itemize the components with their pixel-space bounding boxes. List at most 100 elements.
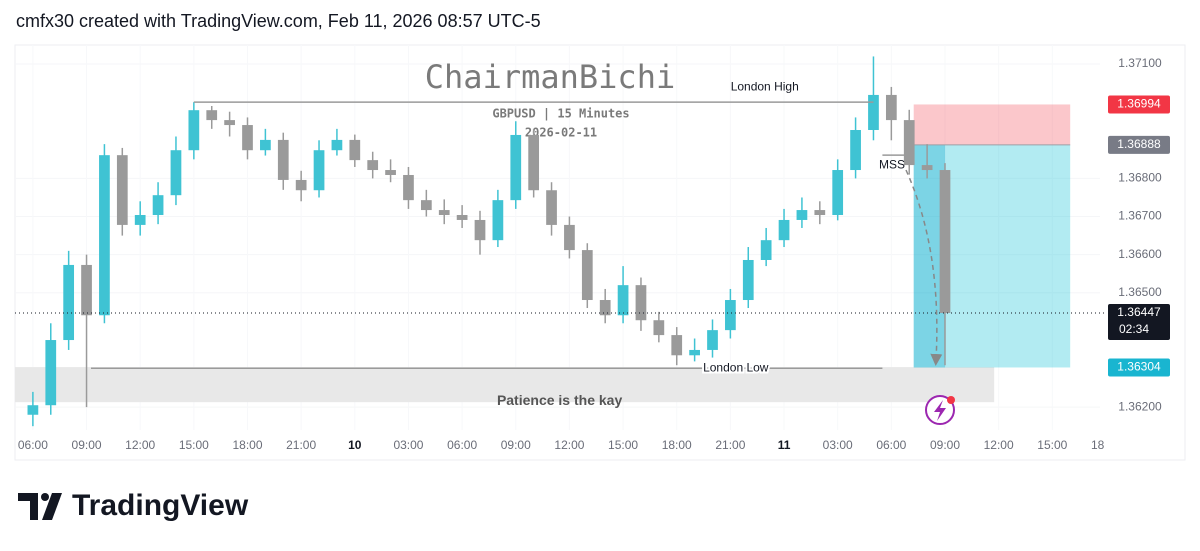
candle-body (707, 330, 718, 350)
candle-body (778, 219, 790, 241)
x-tick-label: 09:00 (72, 438, 102, 452)
current-price-bg (1108, 303, 1170, 340)
x-tick-label: 18:00 (1091, 438, 1121, 452)
y-tick-label: 1.36700 (1118, 209, 1162, 223)
axes: 1.37100 1.36800 1.36700 1.36600 1.36500 1.362… (18, 56, 1170, 452)
candle-body (260, 139, 271, 151)
candle-body (116, 155, 128, 225)
stop-zone (913, 104, 1071, 145)
projection-arrow (905, 169, 943, 366)
alert-icon (925, 395, 955, 425)
candle-body (921, 165, 933, 171)
plot-front: Patience is the kay London High London Low… (15, 79, 1105, 408)
candle-body (385, 170, 396, 175)
candle-body (99, 155, 110, 316)
zone (15, 367, 995, 403)
candle-body (331, 139, 343, 151)
candle-body (617, 285, 629, 316)
level-label: MSS (879, 157, 905, 171)
watermark-symbol: GBPUSD | 15 Minutes (492, 107, 629, 121)
target-price-label-bg (1108, 358, 1170, 377)
x-tick-label: 03:00 (393, 438, 423, 452)
x-tick-label: 12:00 (554, 438, 584, 452)
x-tick-label: 15:00 (179, 438, 209, 452)
x-tick-label: 15:00 (608, 438, 638, 452)
candle-body (742, 259, 754, 301)
y-tick-label: 1.37100 (1118, 56, 1162, 70)
y-tick-label: 1.36800 (1118, 171, 1162, 185)
candle-body (134, 215, 146, 225)
candle-body (420, 200, 432, 211)
candle-body (564, 224, 575, 251)
candle-body (438, 210, 450, 216)
header-text: cmfx30 created with TradingView.com, Feb… (16, 11, 541, 31)
x-tick-label: 06:00 (18, 438, 48, 452)
candle-body (653, 320, 665, 336)
candle-body (885, 94, 897, 121)
countdown-label: 02:34 (1119, 322, 1149, 336)
candle-body (689, 349, 700, 356)
candle-body (456, 215, 468, 220)
candle-body (295, 179, 307, 191)
candle-body (403, 174, 414, 201)
candle-body (170, 150, 182, 196)
entry-price-label: 1.36888 (1117, 137, 1161, 151)
level-label: London High (731, 79, 799, 93)
stop-price-label: 1.36994 (1117, 97, 1161, 111)
candles (27, 56, 951, 427)
level-label: London Low (703, 360, 769, 374)
candle-body (671, 335, 683, 356)
watermark-date: 2026-02-11 (525, 126, 597, 140)
candle-body (510, 134, 522, 201)
candle-body (939, 170, 951, 313)
candle-body (760, 240, 772, 260)
candle-body (635, 285, 647, 321)
candle-body (224, 120, 235, 126)
zone-label: Patience is the kay (497, 392, 623, 408)
candle-body (188, 110, 200, 151)
x-tick-label: 12:00 (125, 438, 155, 452)
x-tick-label: 09:00 (930, 438, 960, 452)
candle-body (277, 139, 289, 180)
candle-body (63, 264, 75, 341)
candle-body (725, 300, 736, 331)
candle-body (528, 134, 540, 191)
y-tick-label: 1.36200 (1118, 399, 1162, 413)
candle-body (850, 130, 861, 171)
x-tick-label: 21:00 (286, 438, 316, 452)
candle-body (832, 170, 844, 216)
y-tick-label: 1.36600 (1118, 247, 1162, 261)
watermark-name: ChairmanBichi (425, 58, 675, 96)
chart-frame (14, 44, 1186, 461)
candle-body (599, 300, 611, 316)
y-tick-label: 1.36500 (1118, 285, 1162, 299)
entry-price-label-bg (1108, 135, 1170, 154)
x-tick-label: 15:00 (1037, 438, 1067, 452)
candle-body (492, 200, 504, 241)
candle-body (45, 340, 57, 406)
candle-body (546, 190, 557, 225)
candle-body (903, 120, 915, 166)
x-tick-label: 03:00 (823, 438, 853, 452)
x-tick-label: 11 (778, 438, 791, 452)
footer-brand: TradingView (72, 489, 249, 522)
candle-body (206, 110, 218, 121)
x-tick-label: 18:00 (662, 438, 692, 452)
candle-body (81, 264, 92, 316)
x-tick-label: 10 (348, 438, 362, 452)
current-price-label: 1.36447 (1117, 305, 1161, 319)
x-tick-label: 06:00 (876, 438, 906, 452)
footer-logo: TradingView (18, 489, 249, 522)
candle-body (152, 195, 164, 216)
candle-body (242, 125, 253, 151)
x-tick-label: 18:00 (232, 438, 262, 452)
candle-body (796, 210, 808, 220)
candle-body (814, 210, 826, 216)
x-tick-label: 12:00 (984, 438, 1014, 452)
candle-body (367, 160, 379, 171)
candle-body (27, 405, 39, 415)
stop-price-label-bg (1108, 95, 1170, 114)
candle-body (313, 150, 325, 191)
